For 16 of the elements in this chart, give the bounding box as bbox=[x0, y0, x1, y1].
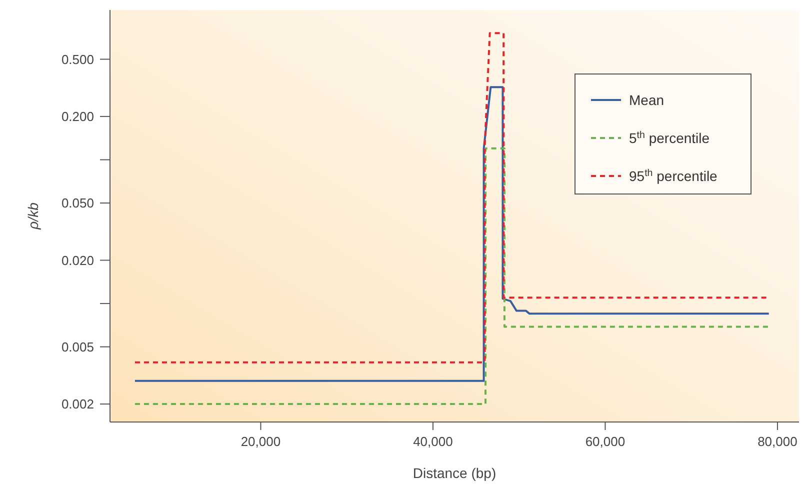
y-tick-label: 0.005 bbox=[61, 339, 94, 354]
legend-label: Mean bbox=[629, 92, 664, 108]
y-tick-label: 0.200 bbox=[61, 109, 94, 124]
x-tick-label: 40,000 bbox=[413, 434, 453, 449]
line-series bbox=[134, 86, 770, 382]
x-tick-label: 80,000 bbox=[758, 434, 798, 449]
x-tick-label: 60,000 bbox=[585, 434, 626, 449]
y-tick-label: 0.500 bbox=[61, 52, 94, 67]
legend-label: 5$^{th}$ percentile bbox=[629, 129, 710, 146]
y-axis-title: ρ/kb bbox=[25, 202, 41, 230]
legend-label: 95$^{th}$ percentile bbox=[629, 167, 718, 184]
x-axis-title: Distance (bp) bbox=[412, 465, 496, 481]
y-tick-label: 0.020 bbox=[61, 252, 94, 268]
x-tick-label: 20,000 bbox=[240, 434, 281, 449]
y-tick-label: 0.050 bbox=[61, 196, 94, 211]
y-tick-label: 0.002 bbox=[61, 396, 94, 412]
